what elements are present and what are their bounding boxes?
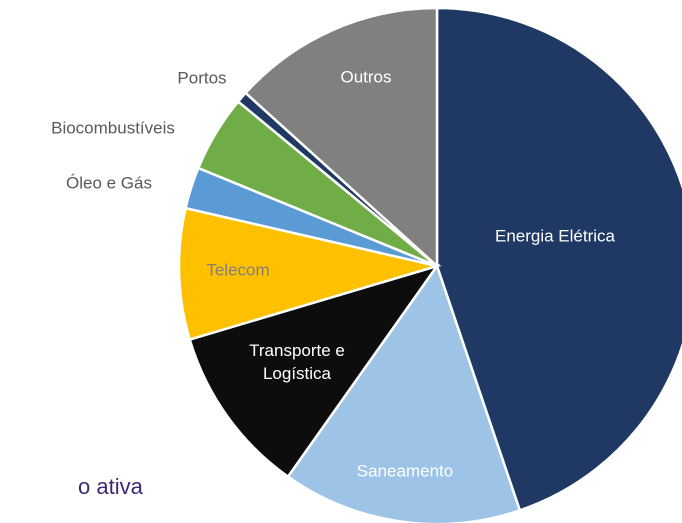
slice-label: Outros bbox=[340, 67, 392, 87]
pie-slice bbox=[188, 263, 441, 479]
pie-slice bbox=[177, 206, 442, 342]
pie-slice bbox=[243, 6, 439, 269]
pie-slice bbox=[286, 263, 522, 523]
slice-label: Transporte e Logística bbox=[249, 341, 345, 383]
slice-label: Biocombustíveis bbox=[51, 118, 175, 138]
slice-label: Saneamento bbox=[356, 461, 454, 481]
slice-label: Energia Elétrica bbox=[494, 226, 616, 246]
slice-label: Óleo e Gás bbox=[66, 173, 152, 193]
caption: o ativa bbox=[78, 474, 143, 499]
pie-slice bbox=[435, 6, 682, 512]
slice-label: Portos bbox=[177, 68, 227, 88]
slice-label: Telecom bbox=[206, 260, 270, 280]
